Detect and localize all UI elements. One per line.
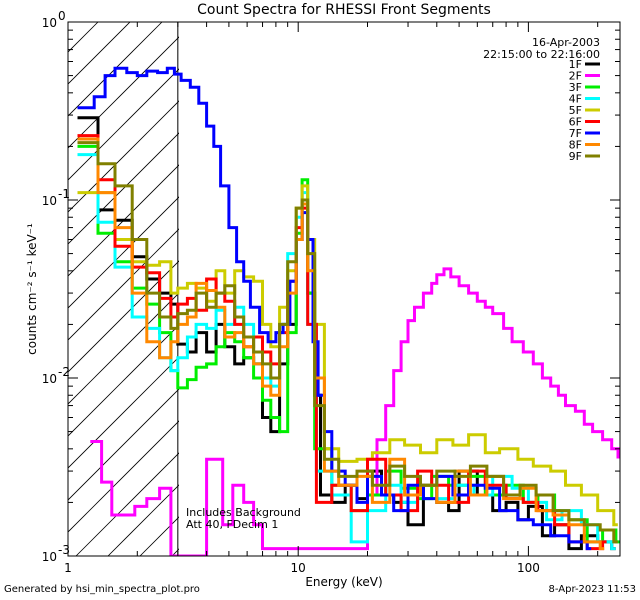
y-tick-label: 10 [42, 16, 57, 30]
y-tick-exponent: 0 [58, 9, 66, 23]
x-tick-label: 10 [291, 561, 306, 575]
series-line-7F [77, 66, 592, 551]
legend-label-7F: 7F [569, 127, 582, 140]
x-axis-label: Energy (keV) [305, 575, 382, 589]
series-line-4F [77, 153, 616, 551]
legend-label-6F: 6F [569, 116, 582, 129]
series-line-9F [77, 141, 618, 544]
legend-label-9F: 9F [569, 150, 582, 163]
series-line-2F [90, 267, 620, 556]
footer-generated-by: Generated by hsi_min_spectra_plot.pro [4, 584, 200, 595]
y-tick-label: 10 [42, 550, 57, 564]
x-axis-ticks: 1 10 100 [64, 22, 599, 575]
series-line-6F [77, 134, 607, 551]
series-group [77, 66, 620, 556]
y-tick-exponent: -2 [58, 365, 70, 379]
legend-label-4F: 4F [569, 93, 582, 106]
y-tick-exponent: -3 [58, 543, 70, 557]
series-line-5F [77, 184, 618, 527]
chart-title: Count Spectra for RHESSI Front Segments [197, 2, 491, 18]
plot-frame [67, 21, 621, 557]
attenuator-hatch-region [68, 22, 179, 556]
legend-label-3F: 3F [569, 81, 582, 94]
y-tick-label: 10 [42, 194, 57, 208]
x-tick-label: 100 [517, 561, 540, 575]
y-tick-label: 10 [42, 372, 57, 386]
legend-label-1F: 1F [569, 58, 582, 71]
legend-label-8F: 8F [569, 139, 582, 152]
series-line-8F [77, 137, 605, 551]
legend-date: 16-Apr-2003 [532, 36, 600, 49]
y-tick-exponent: -1 [58, 187, 70, 201]
legend-label-5F: 5F [569, 104, 582, 117]
footer-timestamp: 8-Apr-2023 11:53 [548, 584, 636, 595]
x-tick-label: 1 [64, 561, 72, 575]
annotation-attenuator: Att 40, FDecim 1 [186, 518, 278, 531]
annotation-background: Includes Background [186, 506, 301, 519]
y-axis-label: counts cm⁻² s⁻¹ keV⁻¹ [25, 223, 39, 355]
legend-label-2F: 2F [569, 70, 582, 83]
legend-time-range: 22:15:00 to 22:16:00 [483, 48, 600, 61]
